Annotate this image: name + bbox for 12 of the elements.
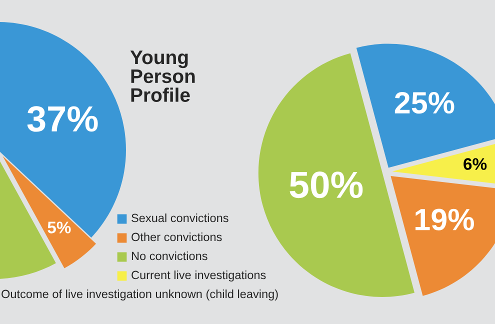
data-label: 50% (290, 172, 363, 198)
data-label: 6% (464, 158, 487, 170)
legend-label: Current live investigations (132, 270, 266, 282)
legend-label: Sexual convictions (132, 213, 228, 222)
data-label: 25% (394, 92, 454, 114)
data-label: 5% (48, 222, 71, 234)
data-label: 19% (416, 208, 474, 230)
data-label: 37% (27, 106, 98, 132)
legend-label: Other convictions (132, 232, 222, 242)
text: Young Person Profile (130, 50, 195, 102)
legend-label: No convictions (132, 251, 208, 260)
category-label: Outcome of live investigation unknown (child leaving) (2, 289, 278, 301)
